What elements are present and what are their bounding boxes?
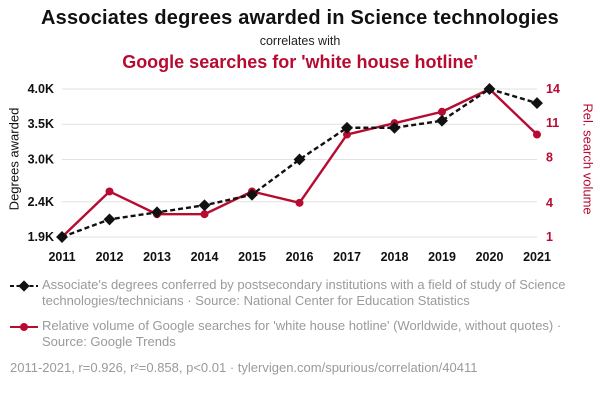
red-line-circle-marker-icon [10, 318, 42, 338]
black-series-point [151, 206, 163, 219]
right-tick-label: 14 [546, 82, 560, 96]
black-series-point [103, 213, 116, 226]
x-tick-label: 2018 [381, 250, 409, 264]
legend-row-degrees: Associate's degrees conferred by postsec… [10, 277, 590, 309]
left-tick-label: 2.4K [28, 195, 54, 209]
legend: Associate's degrees conferred by postsec… [0, 271, 600, 349]
x-tick-label: 2012 [96, 250, 124, 264]
right-tick-label: 1 [546, 230, 553, 244]
black-dashed-diamond-marker-icon [10, 277, 42, 297]
right-tick-label: 8 [546, 150, 553, 164]
left-tick-label: 3.5K [28, 117, 54, 131]
red-series-point [533, 130, 541, 139]
correlates-with-label: correlates with [259, 34, 341, 48]
left-tick-label: 4.0K [28, 82, 54, 96]
x-tick-label: 2016 [286, 250, 314, 264]
chart-area: Degrees awarded Rel. search volume 1.9K 2… [0, 79, 600, 271]
legend-row-searches: Relative volume of Google searches for '… [10, 318, 590, 350]
page-title: Associates degrees awarded in Science te… [41, 7, 559, 29]
left-tick-label: 1.9K [28, 230, 54, 244]
x-tick-label: 2011 [48, 250, 75, 264]
red-series-point [105, 187, 114, 196]
chart-subtitle: Google searches for 'white house hotline… [122, 52, 478, 72]
legend-label-degrees: Associate's degrees conferred by postsec… [42, 277, 566, 308]
red-series-point [295, 198, 304, 207]
stats-footer: 2011-2021, r=0.926, r²=0.858, p<0.01 · t… [10, 360, 478, 376]
chart-header: Associates degrees awarded in Science te… [0, 0, 600, 73]
x-tick-label: 2017 [333, 250, 361, 264]
x-tick-label: 2019 [428, 250, 456, 264]
black-series-point [198, 199, 211, 212]
x-tick-label: 2021 [523, 250, 551, 264]
red-series-point [438, 107, 446, 116]
right-tick-label: 4 [546, 196, 553, 210]
black-series-line [61, 87, 538, 239]
x-tick-label: 2015 [238, 250, 266, 264]
red-series-point [200, 210, 209, 219]
right-tick-label: 11 [546, 116, 559, 130]
x-tick-label: 2020 [476, 250, 504, 264]
x-tick-label: 2013 [143, 250, 171, 264]
black-series-point [531, 97, 543, 110]
x-tick-label: 2014 [191, 250, 219, 264]
left-tick-label: 3.0K [28, 152, 54, 166]
red-series-point [343, 130, 351, 139]
legend-label-searches: Relative volume of Google searches for '… [42, 317, 562, 349]
